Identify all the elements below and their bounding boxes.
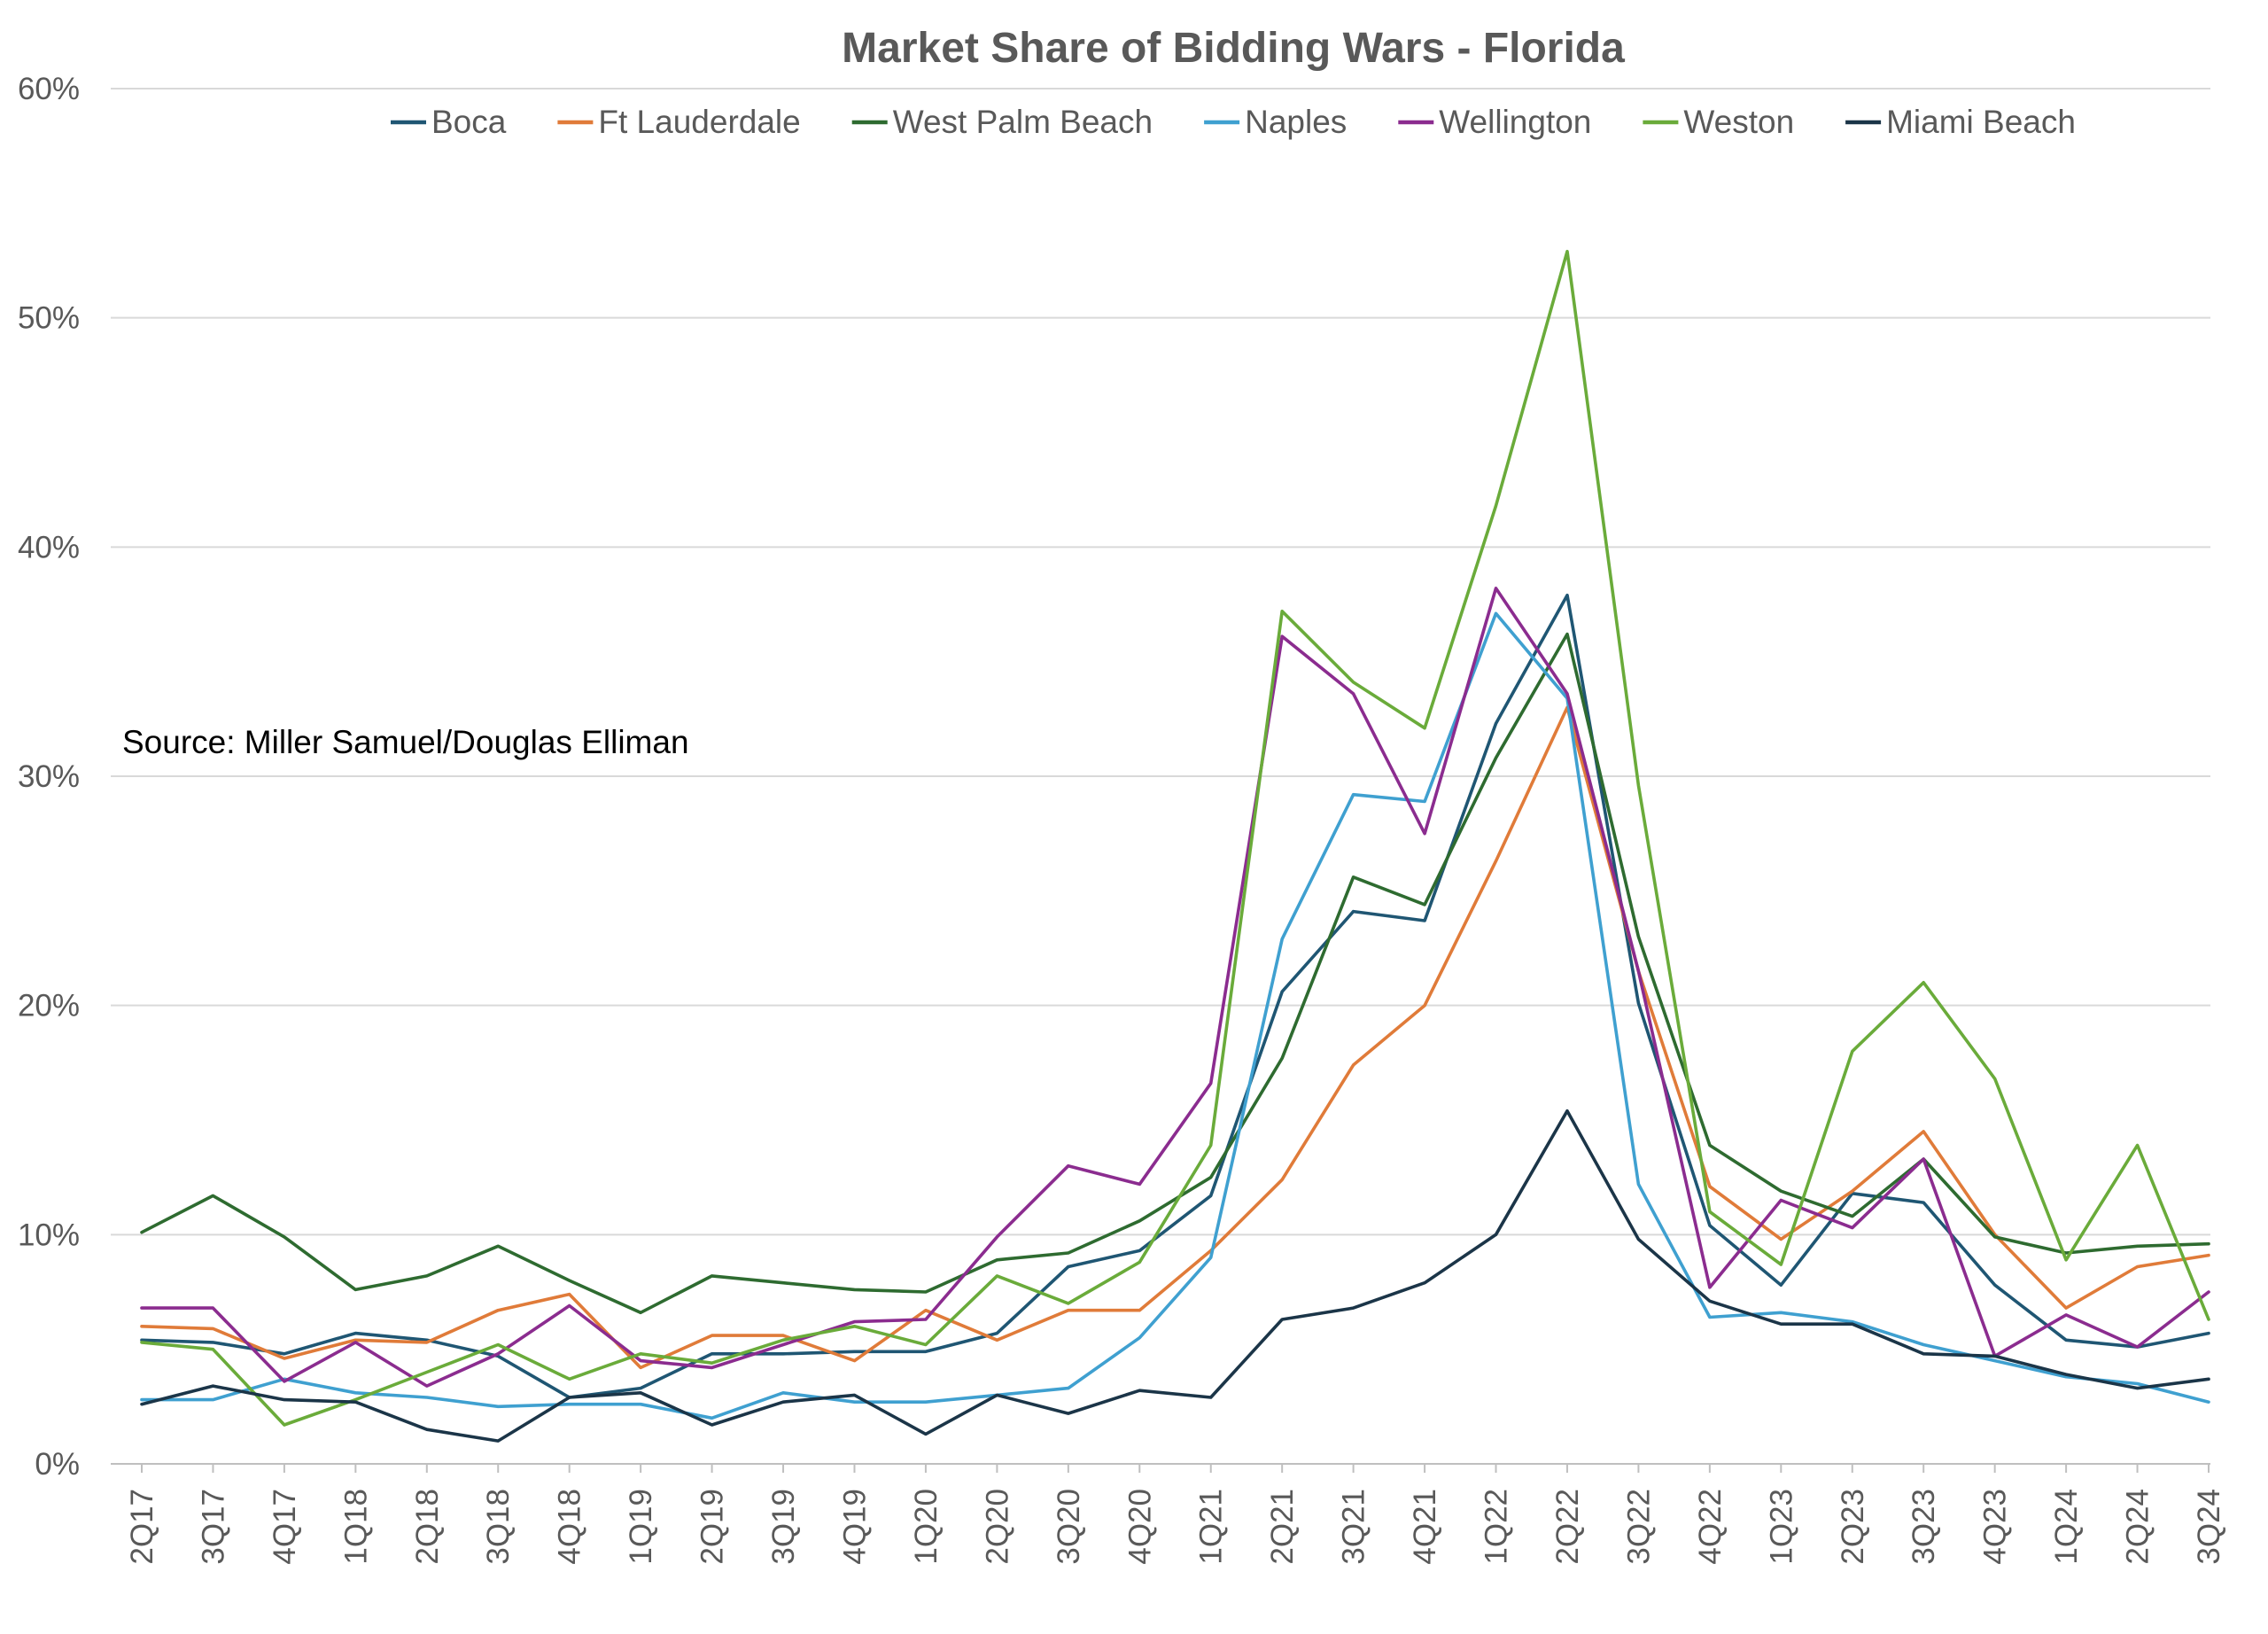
legend-label: Boca	[431, 104, 507, 140]
x-tick-label: 2Q17	[125, 1489, 159, 1565]
y-tick-label: 10%	[18, 1218, 80, 1252]
legend-label: West Palm Beach	[893, 104, 1153, 140]
x-tick-label: 4Q20	[1122, 1489, 1157, 1565]
x-tick-label: 4Q21	[1408, 1489, 1442, 1565]
legend-item: Boca	[391, 104, 507, 140]
series-line-boca	[140, 593, 2210, 1399]
y-tick-label: 60%	[18, 72, 80, 106]
y-tick-label: 0%	[35, 1447, 80, 1482]
x-tick-label: 4Q19	[837, 1489, 872, 1565]
source-annotation: Source: Miller Samuel/Douglas Elliman	[122, 724, 689, 760]
x-tick-label: 3Q24	[2192, 1489, 2226, 1565]
x-tick-label: 4Q23	[1978, 1489, 2013, 1565]
x-tick-label: 1Q21	[1194, 1489, 1229, 1565]
x-tick-label: 4Q22	[1693, 1489, 1728, 1565]
x-tick-label: 3Q17	[196, 1489, 230, 1565]
series-lines	[140, 249, 2210, 1443]
legend-item: Ft Lauderdale	[557, 104, 801, 140]
x-tick-label: 2Q18	[410, 1489, 445, 1565]
x-tick-label: 2Q24	[2121, 1489, 2155, 1565]
x-axis: 2Q17 3Q17 4Q17 1Q18 2Q18 3Q18 4Q18 1Q19 2Q19 3Q19…	[111, 1463, 2226, 1565]
x-tick-label: 2Q19	[695, 1489, 730, 1565]
series-line-naples	[140, 611, 2210, 1420]
x-tick-label: 2Q22	[1550, 1489, 1585, 1565]
legend: Boca Ft Lauderdale West Palm Beach Naples We…	[391, 104, 2076, 140]
x-tick-label: 4Q18	[553, 1489, 587, 1565]
y-tick-label: 30%	[18, 759, 80, 794]
y-tick-label: 50%	[18, 301, 80, 336]
x-tick-label: 3Q19	[766, 1489, 801, 1565]
x-tick-label: 2Q23	[1836, 1489, 1870, 1565]
series-line-weston	[140, 249, 2210, 1427]
x-tick-label: 1Q18	[338, 1489, 373, 1565]
legend-item: Weston	[1643, 104, 1794, 140]
x-tick-label: 1Q20	[909, 1489, 944, 1565]
y-axis: 0% 10% 20% 30% 40% 50% 60%	[18, 72, 80, 1482]
x-tick-label: 3Q18	[481, 1489, 516, 1565]
legend-label: Miami Beach	[1886, 104, 2076, 140]
x-tick-label: 1Q24	[2049, 1489, 2084, 1565]
legend-label: Wellington	[1439, 104, 1591, 140]
x-tick-label: 3Q23	[1907, 1489, 1941, 1565]
x-tick-label: 3Q20	[1052, 1489, 1086, 1565]
y-tick-label: 20%	[18, 989, 80, 1023]
x-tick-label: 1Q22	[1480, 1489, 1514, 1565]
y-tick-label: 40%	[18, 530, 80, 564]
series-line-west-palm-beach	[140, 632, 2210, 1315]
legend-label: Weston	[1683, 104, 1794, 140]
legend-item: Miami Beach	[1845, 104, 2076, 140]
legend-item: Wellington	[1398, 104, 1591, 140]
gridlines	[111, 88, 2210, 1236]
x-tick-label: 3Q22	[1621, 1489, 1656, 1565]
chart-title: Market Share of Bidding Wars - Florida	[842, 25, 1625, 72]
x-tick-label: 2Q20	[980, 1489, 1014, 1565]
x-tick-label: 2Q21	[1265, 1489, 1300, 1565]
x-tick-label: 1Q19	[624, 1489, 658, 1565]
x-tick-label: 3Q21	[1337, 1489, 1371, 1565]
series-line-wellington	[140, 587, 2210, 1388]
series-line-ft-lauderdale	[140, 705, 2210, 1370]
legend-item: West Palm Beach	[851, 104, 1153, 140]
x-tick-label: 4Q17	[268, 1489, 302, 1565]
legend-label: Ft Lauderdale	[598, 104, 800, 140]
series-line-miami-beach	[140, 1109, 2210, 1443]
legend-label: Naples	[1245, 104, 1347, 140]
x-tick-label: 1Q23	[1764, 1489, 1798, 1565]
legend-item: Naples	[1204, 104, 1347, 140]
